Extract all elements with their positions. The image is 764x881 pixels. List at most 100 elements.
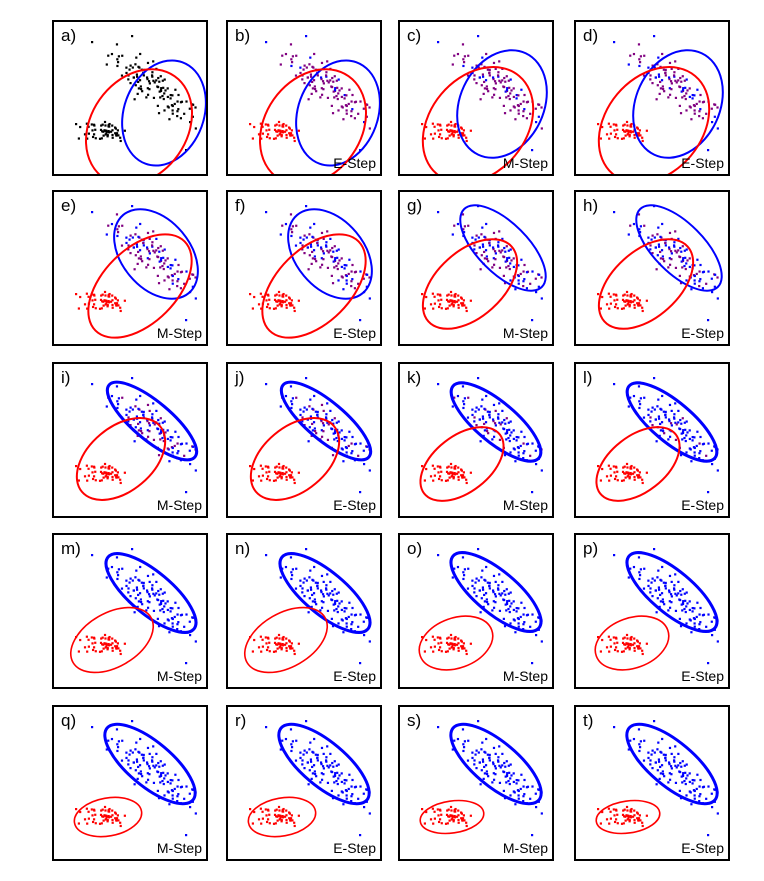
data-point [423,479,426,482]
data-point [655,268,658,271]
data-point [283,815,287,818]
data-point [699,450,702,453]
data-point [451,645,454,648]
data-point [485,52,488,56]
data-point [448,472,451,475]
data-point [457,475,460,479]
data-point [152,438,156,441]
data-point [176,270,179,273]
data-point [135,741,138,744]
data-point [638,743,641,746]
data-point [609,638,612,641]
data-point [678,598,681,601]
data-point [597,465,600,468]
data-point [161,79,164,82]
data-point [714,273,717,276]
data-point [685,451,688,454]
data-point [353,117,357,120]
data-point [110,52,114,56]
data-point [497,75,500,78]
data-point [156,789,159,792]
data-point [311,578,314,581]
data-point [152,402,155,405]
data-point [509,451,512,454]
data-point [142,587,145,590]
data-point [106,477,109,480]
data-point [115,646,118,649]
data-point [303,767,306,770]
data-point [147,593,151,596]
data-point [106,134,109,137]
data-point [433,132,436,135]
data-point [115,645,119,648]
data-point [515,435,518,439]
data-point [308,405,311,408]
data-point [160,87,163,90]
data-point [628,477,631,480]
data-point [440,822,443,825]
data-point [630,125,633,128]
data-point [507,79,510,82]
data-point [275,300,278,303]
data-point [311,257,314,260]
data-point [128,238,131,241]
panel-label: t) [583,711,594,730]
data-point [94,137,97,140]
data-point [176,442,179,445]
data-point [609,810,612,813]
data-point [486,68,489,71]
data-point [145,781,148,784]
data-point [457,478,460,481]
data-point [627,817,630,820]
data-point [173,444,176,448]
data-point [608,479,611,482]
data-point [333,588,336,591]
data-point [656,405,659,408]
data-point [473,420,476,423]
data-point [438,293,442,296]
data-point [160,600,163,603]
data-point [510,89,513,92]
data-point [166,265,169,269]
data-point [140,429,143,433]
data-point [299,756,302,760]
data-point [94,128,97,131]
data-point [607,122,610,125]
data-point [337,420,340,423]
data-point [146,429,149,432]
data-point [505,781,508,784]
data-point [488,416,491,419]
data-point [691,439,694,442]
data-point [455,815,459,818]
data-point [456,565,460,569]
data-point [324,74,328,77]
data-point [483,600,486,603]
data-point [340,87,343,90]
data-point [316,584,319,588]
data-point [107,567,110,570]
scatter-plot [69,548,198,674]
data-points [421,377,543,494]
data-point [141,432,144,435]
data-point [100,809,103,812]
data-points [249,205,371,322]
data-point [348,601,351,604]
data-point [260,822,263,825]
data-point [134,748,137,751]
data-point [311,750,314,753]
data-point [111,642,114,645]
data-point [616,650,619,653]
data-point [460,645,463,648]
data-point [699,93,702,97]
data-point [137,87,140,90]
data-point [129,749,132,752]
data-point [146,403,150,407]
cluster1-ellipse [105,380,199,462]
data-point [314,581,317,584]
data-point [448,300,451,303]
data-point [684,256,687,259]
data-point [642,587,646,590]
data-point [503,246,506,250]
data-point [667,96,670,99]
data-point [146,78,149,81]
